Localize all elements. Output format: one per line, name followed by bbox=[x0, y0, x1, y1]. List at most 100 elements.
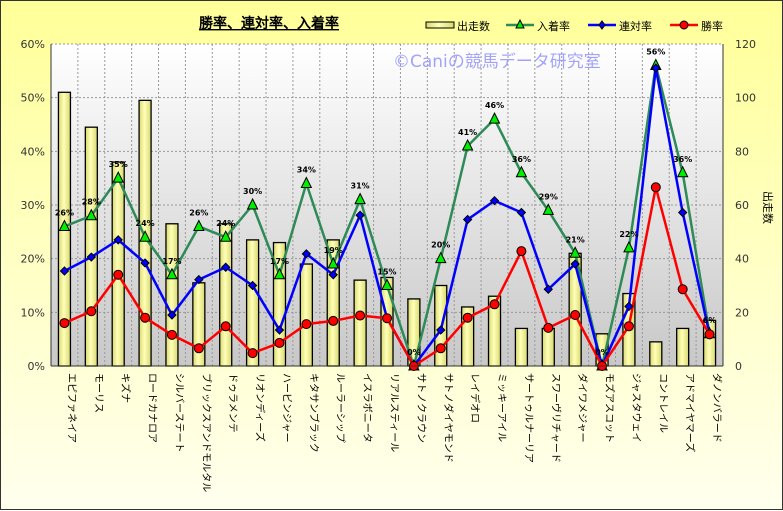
legend-marker bbox=[679, 20, 689, 30]
data-label: 24% bbox=[216, 219, 235, 228]
left-tick-label: 30% bbox=[21, 199, 45, 212]
point-勝率 bbox=[382, 313, 392, 324]
data-label: 34% bbox=[297, 166, 316, 175]
data-label: 15% bbox=[377, 268, 396, 277]
point-連対率 bbox=[247, 280, 258, 291]
data-label: 29% bbox=[539, 192, 558, 201]
bar-starts bbox=[676, 327, 690, 367]
point-勝率 bbox=[166, 329, 177, 340]
x-tick-label: ダノンバラード bbox=[711, 373, 724, 443]
legend-marker bbox=[598, 20, 606, 30]
chart-title: 勝率、連対率、入着率 bbox=[199, 15, 339, 32]
data-label: 22% bbox=[619, 230, 638, 239]
point-勝率 bbox=[355, 310, 366, 321]
x-tick-label: サトノクラウン bbox=[415, 373, 427, 443]
data-label: 17% bbox=[162, 257, 181, 266]
x-tick-label: モズアスコット bbox=[603, 373, 616, 443]
point-勝率 bbox=[543, 322, 554, 333]
point-連対率 bbox=[194, 274, 204, 285]
right-tick-label: 80 bbox=[735, 145, 749, 158]
data-label: 41% bbox=[458, 128, 477, 137]
point-入着率 bbox=[166, 267, 178, 280]
left-tick-label: 20% bbox=[21, 253, 45, 266]
right-tick-label: 60 bbox=[735, 199, 749, 212]
point-連対率 bbox=[677, 207, 688, 218]
data-label: 0% bbox=[407, 348, 421, 357]
right-axis-label: 出走数 bbox=[761, 191, 775, 224]
point-勝率 bbox=[435, 343, 446, 354]
legend-marker bbox=[515, 18, 525, 29]
data-label: 56% bbox=[646, 47, 665, 56]
point-入着率 bbox=[300, 176, 313, 189]
point-入着率 bbox=[676, 165, 689, 178]
point-入着率 bbox=[488, 112, 501, 124]
point-連対率 bbox=[301, 249, 312, 259]
point-連対率 bbox=[462, 214, 473, 225]
x-tick-label: シルバーステート bbox=[173, 373, 185, 453]
x-tick-label: ドゥラメンテ bbox=[227, 373, 239, 433]
data-label: 24% bbox=[136, 219, 155, 228]
data-label: 30% bbox=[243, 187, 262, 196]
point-勝率 bbox=[301, 319, 312, 330]
bar-starts bbox=[111, 161, 125, 367]
point-入着率 bbox=[85, 208, 98, 221]
x-tick-label: サトノダイヤモンド bbox=[442, 373, 455, 463]
point-連対率 bbox=[113, 235, 123, 245]
data-label: 31% bbox=[351, 182, 370, 191]
point-入着率 bbox=[569, 246, 581, 258]
point-入着率 bbox=[112, 171, 125, 183]
left-tick-label: 10% bbox=[21, 306, 45, 319]
point-連対率 bbox=[86, 252, 97, 262]
legend-swatch-bar bbox=[425, 21, 455, 29]
point-入着率 bbox=[354, 192, 366, 205]
point-連対率 bbox=[624, 301, 634, 312]
x-tick-label: モーリス bbox=[92, 373, 103, 413]
point-勝率 bbox=[650, 182, 661, 193]
point-勝率 bbox=[59, 318, 70, 329]
point-連対率 bbox=[543, 284, 553, 294]
point-入着率 bbox=[461, 138, 474, 151]
point-入着率 bbox=[381, 278, 393, 290]
x-tick-label: スワーヴリチャード bbox=[549, 373, 562, 463]
right-tick-label: 0 bbox=[735, 360, 742, 373]
point-連対率 bbox=[651, 63, 661, 73]
x-tick-label: ルーラーシップ bbox=[334, 373, 346, 443]
point-入着率 bbox=[515, 165, 528, 178]
x-tick-label: ダイワメジャー bbox=[576, 373, 589, 443]
left-tick-label: 40% bbox=[21, 145, 45, 158]
point-入着率 bbox=[623, 240, 635, 253]
bar-starts bbox=[353, 279, 367, 367]
point-入着率 bbox=[246, 197, 259, 210]
point-勝率 bbox=[516, 246, 527, 257]
bar-starts bbox=[514, 327, 529, 367]
data-label: 6% bbox=[703, 316, 717, 325]
point-勝率 bbox=[677, 284, 688, 295]
data-label: 20% bbox=[431, 241, 450, 250]
point-勝率 bbox=[113, 269, 124, 280]
bar-starts bbox=[649, 341, 663, 367]
point-勝率 bbox=[704, 329, 715, 340]
data-label: 19% bbox=[324, 246, 343, 255]
x-tick-label: ロードカナロア bbox=[146, 373, 158, 443]
data-label: 36% bbox=[512, 155, 531, 164]
point-連対率 bbox=[516, 207, 527, 218]
data-label: 36% bbox=[673, 155, 692, 164]
x-tick-label: ジャスタウェイ bbox=[630, 373, 642, 443]
bar-starts bbox=[165, 223, 179, 367]
x-tick-label: エピファネイア bbox=[65, 373, 77, 443]
legend-label: 連対率 bbox=[619, 19, 652, 33]
x-tick-label: キタサンブラック bbox=[307, 373, 320, 453]
x-tick-label: イスラボニータ bbox=[361, 373, 373, 443]
right-tick-label: 100 bbox=[735, 92, 756, 105]
data-label: 26% bbox=[189, 208, 208, 217]
point-勝率 bbox=[140, 312, 151, 323]
point-入着率 bbox=[219, 230, 232, 242]
point-連対率 bbox=[167, 310, 177, 320]
point-入着率 bbox=[139, 230, 151, 242]
watermark: ©Caniの競馬データ研究室 bbox=[393, 51, 601, 72]
point-勝率 bbox=[570, 310, 581, 321]
point-勝率 bbox=[489, 299, 500, 310]
point-連対率 bbox=[59, 266, 70, 276]
point-勝率 bbox=[623, 321, 634, 332]
